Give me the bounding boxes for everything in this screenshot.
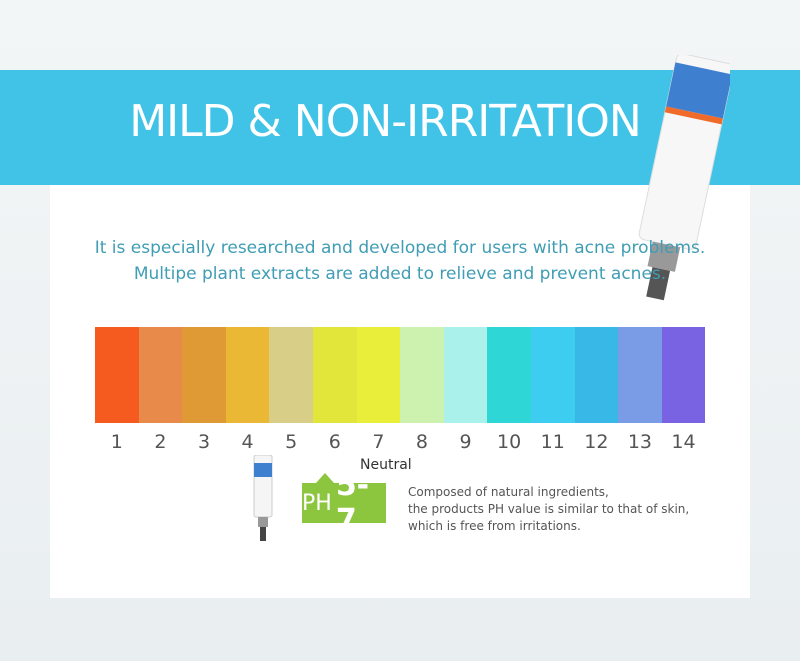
ph-badge: PH 5-7 xyxy=(302,468,386,538)
ph-cell: 5 xyxy=(269,327,313,453)
note-line: Composed of natural ingredients, xyxy=(408,485,609,499)
ph-swatch xyxy=(225,327,270,423)
neutral-label: Neutral xyxy=(360,457,412,473)
ph-cell: 7 xyxy=(356,327,401,453)
ph-label: 2 xyxy=(154,431,167,453)
ph-label: 14 xyxy=(671,431,696,453)
ph-cell: 12 xyxy=(574,327,619,453)
ph-label: 4 xyxy=(241,431,254,453)
title: MILD & NON-IRRITATION xyxy=(129,96,642,147)
ph-swatch xyxy=(312,327,357,423)
ph-label: 5 xyxy=(285,431,298,453)
description-line: It is especially researched and develope… xyxy=(94,238,706,258)
ph-swatch xyxy=(356,327,401,423)
ph-cell: 13 xyxy=(618,327,662,453)
ph-label: 10 xyxy=(497,431,522,453)
description-line: Multipe plant extracts are added to reli… xyxy=(133,264,667,284)
ph-label: 8 xyxy=(415,431,428,453)
badge-prefix: PH xyxy=(302,490,332,516)
ph-swatch xyxy=(182,327,226,423)
ph-label: 6 xyxy=(328,431,341,453)
ph-label: 12 xyxy=(584,431,609,453)
ph-cell: 11 xyxy=(530,327,575,453)
ph-swatch xyxy=(618,327,662,423)
note: Composed of natural ingredients, the pro… xyxy=(408,484,689,535)
ph-swatch xyxy=(487,327,531,423)
ph-cell: 10 xyxy=(487,327,531,453)
ph-label: 11 xyxy=(540,431,565,453)
small-tube xyxy=(253,455,273,541)
ph-label: 9 xyxy=(459,431,472,453)
ph-label: 1 xyxy=(110,431,123,453)
ph-swatch xyxy=(269,327,313,423)
ph-scale: 1 2 3 4 5 6 7 8 9 10 11 12 13 14 xyxy=(95,327,706,453)
ph-swatch xyxy=(138,327,183,423)
ph-cell: 8 xyxy=(400,327,444,453)
ph-swatch xyxy=(443,327,488,423)
ph-cell: 3 xyxy=(182,327,226,453)
ph-cell: 6 xyxy=(312,327,357,453)
ph-cell: 2 xyxy=(138,327,183,453)
ph-swatch xyxy=(400,327,444,423)
product-tube xyxy=(638,55,730,301)
ph-swatch xyxy=(574,327,619,423)
ph-cell: 1 xyxy=(95,327,139,453)
ph-cell: 14 xyxy=(661,327,706,453)
ph-label: 7 xyxy=(372,431,385,453)
badge-range: 5-7 xyxy=(335,468,370,538)
ph-cell: 9 xyxy=(443,327,488,453)
note-line: the products PH value is similar to that… xyxy=(408,502,690,516)
ph-swatch xyxy=(530,327,575,423)
ph-label: 3 xyxy=(197,431,211,453)
ph-cell: 4 xyxy=(225,327,270,453)
ph-label: 13 xyxy=(627,431,653,453)
ph-swatch xyxy=(661,327,706,423)
note-line: which is free from irritations. xyxy=(408,519,581,533)
ph-swatch xyxy=(95,327,139,423)
